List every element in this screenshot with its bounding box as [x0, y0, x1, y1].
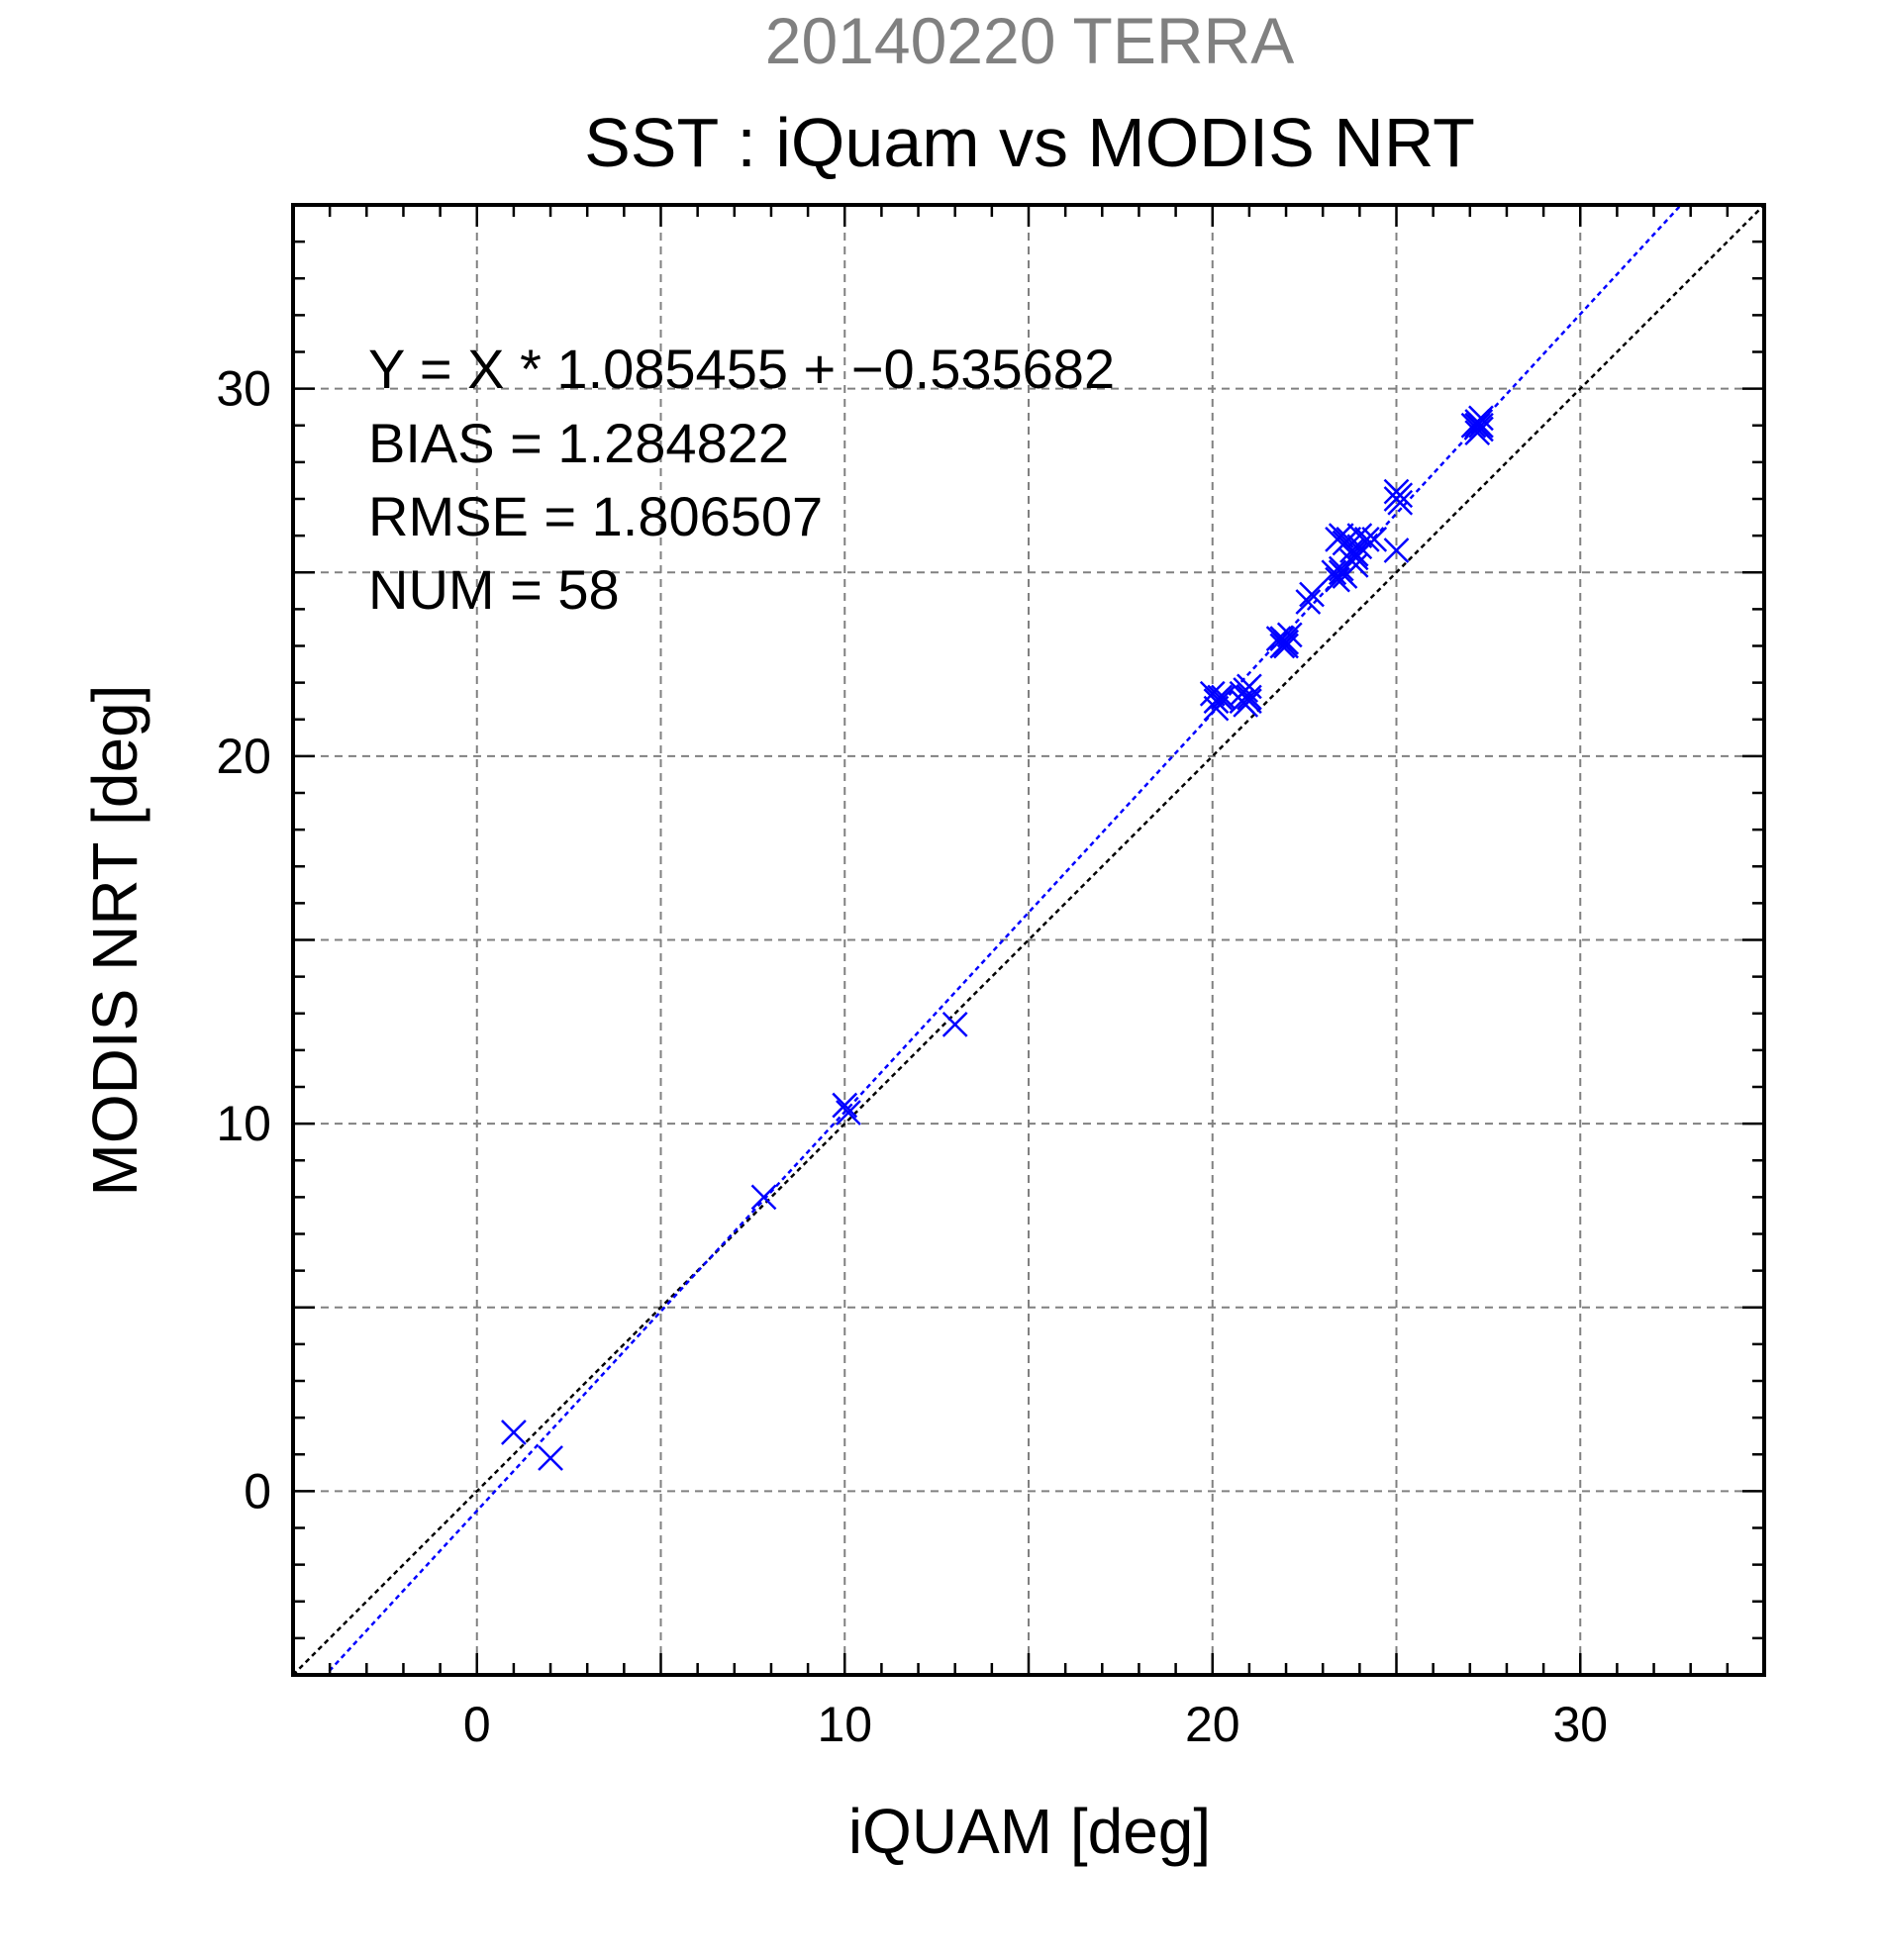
x-axis-label: iQUAM [deg]: [848, 1796, 1211, 1867]
data-point: [1273, 629, 1299, 655]
data-point-stroke: [1464, 412, 1491, 439]
data-point-stroke: [1328, 523, 1354, 549]
y-tick-label: 10: [216, 1096, 271, 1151]
data-point: [1383, 538, 1410, 563]
data-point-stroke: [1295, 589, 1322, 615]
x-tick-label: 20: [1185, 1697, 1240, 1752]
x-tick-label: 0: [463, 1697, 491, 1752]
data-point: [1273, 633, 1299, 659]
data-point-stroke: [836, 1100, 861, 1126]
data-point: [1387, 482, 1414, 509]
data-point: [1468, 405, 1494, 432]
data-point-stroke: [1464, 420, 1491, 446]
data-point-stroke: [1387, 489, 1414, 516]
axis-tick-labels: 0 0 10 10 20 20 30 30: [216, 361, 1608, 1752]
data-point: [1342, 540, 1369, 567]
data-point: [1207, 684, 1234, 711]
x-tick-label: 10: [817, 1697, 872, 1752]
y-tick-label: 0: [244, 1463, 271, 1519]
data-point-stroke: [1199, 680, 1226, 707]
bias-stat: BIAS = 1.284822: [368, 412, 789, 474]
data-point-stroke: [1237, 684, 1262, 711]
rmse-stat: RMSE = 1.806507: [368, 485, 823, 547]
data-point: [1464, 420, 1491, 446]
data-point-stroke: [1346, 523, 1373, 549]
chart-title: SST : iQuam vs MODIS NRT: [584, 104, 1475, 181]
data-point: [1237, 684, 1262, 711]
data-point: [836, 1100, 861, 1126]
data-point-stroke: [1468, 412, 1494, 439]
data-point: [941, 1012, 968, 1037]
regression-equation: Y = X * 1.085455 + −0.535682: [368, 338, 1115, 400]
data-point-stroke: [1361, 526, 1388, 552]
data-point: [501, 1420, 527, 1445]
data-point-stroke: [1342, 551, 1369, 578]
data-point-stroke: [1342, 540, 1369, 567]
data-point-stroke: [1383, 538, 1410, 563]
data-point-stroke: [1207, 684, 1234, 711]
data-point: [1468, 412, 1494, 439]
identity-line: [293, 205, 1764, 1675]
data-point: [1464, 412, 1491, 439]
data-point-stroke: [941, 1012, 968, 1037]
data-point: [538, 1445, 563, 1471]
y-tick-label: 20: [216, 729, 271, 784]
data-point-stroke: [1299, 581, 1325, 608]
data-point-stroke: [1468, 405, 1494, 432]
data-point-stroke: [501, 1420, 527, 1445]
data-point: [1237, 673, 1262, 700]
data-point-stroke: [832, 1092, 858, 1119]
reference-lines: [293, 205, 1764, 1675]
y-axis-label: MODIS NRT [deg]: [79, 685, 150, 1197]
data-point-stroke: [1273, 629, 1299, 655]
data-point-stroke: [538, 1445, 563, 1471]
num-stat: NUM = 58: [368, 558, 620, 621]
data-point: [1295, 589, 1322, 615]
data-point: [1328, 559, 1354, 586]
data-point-stroke: [1387, 482, 1414, 509]
axis-ticks: [291, 203, 1766, 1677]
data-points: [501, 405, 1494, 1471]
data-point: [1361, 526, 1388, 552]
x-tick-label: 30: [1552, 1697, 1608, 1752]
data-point: [1353, 526, 1380, 552]
data-point-stroke: [750, 1184, 777, 1211]
data-point: [832, 1092, 858, 1119]
data-point: [1328, 523, 1354, 549]
data-point-stroke: [1237, 673, 1262, 700]
data-point-stroke: [1273, 633, 1299, 659]
data-point-stroke: [1328, 559, 1354, 586]
data-point: [1387, 489, 1414, 516]
grid: [293, 205, 1764, 1675]
data-point-stroke: [1321, 559, 1347, 586]
y-tick-label: 30: [216, 361, 271, 417]
data-point: [1299, 581, 1325, 608]
data-point-stroke: [1353, 526, 1380, 552]
data-point: [750, 1184, 777, 1211]
chart-top-title: 20140220 TERRA: [765, 4, 1294, 77]
